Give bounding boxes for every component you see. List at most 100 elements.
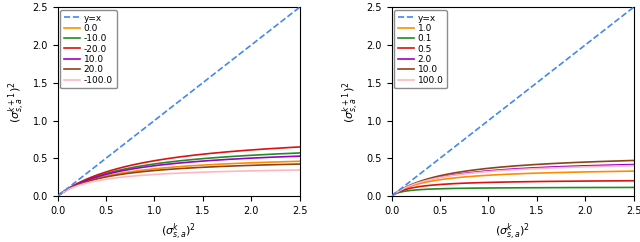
0.1 bbox=[532, 186, 540, 189]
-10.0 bbox=[169, 160, 177, 163]
-20.0 bbox=[290, 146, 298, 149]
10.0 bbox=[296, 155, 303, 158]
y=x bbox=[54, 195, 61, 197]
X-axis label: $(\sigma_{s,a}^{k})^2$: $(\sigma_{s,a}^{k})^2$ bbox=[495, 221, 530, 242]
-100.0 bbox=[252, 169, 260, 172]
-10.0 bbox=[185, 159, 193, 161]
0.5 bbox=[630, 179, 637, 182]
-20.0 bbox=[198, 153, 205, 156]
-100.0 bbox=[290, 169, 298, 172]
20.0 bbox=[54, 195, 61, 197]
0.5 bbox=[586, 180, 594, 182]
0.1 bbox=[504, 186, 512, 189]
-20.0 bbox=[185, 154, 193, 157]
-20.0 bbox=[169, 157, 177, 159]
0.1 bbox=[586, 186, 594, 189]
-10.0 bbox=[54, 195, 61, 197]
y=x bbox=[586, 40, 594, 43]
10.0 bbox=[586, 160, 594, 163]
y=x bbox=[624, 10, 632, 13]
y=x bbox=[630, 6, 637, 9]
Line: 0.0: 0.0 bbox=[58, 161, 300, 196]
0.1 bbox=[518, 186, 526, 189]
2.0 bbox=[586, 164, 594, 167]
y=x bbox=[198, 82, 205, 85]
-100.0 bbox=[169, 172, 177, 175]
Legend: y=x, 0.0, -10.0, -20.0, 10.0, 20.0, -100.0: y=x, 0.0, -10.0, -20.0, 10.0, 20.0, -100… bbox=[60, 10, 116, 88]
y=x bbox=[290, 10, 298, 13]
10.0 bbox=[170, 162, 178, 165]
Line: 1.0: 1.0 bbox=[392, 171, 634, 196]
Line: -10.0: -10.0 bbox=[58, 153, 300, 196]
1.0 bbox=[388, 195, 396, 197]
X-axis label: $(\sigma_{s,a}^{k})^2$: $(\sigma_{s,a}^{k})^2$ bbox=[161, 221, 196, 242]
10.0 bbox=[54, 195, 61, 197]
Line: -20.0: -20.0 bbox=[58, 147, 300, 196]
1.0 bbox=[630, 170, 637, 173]
20.0 bbox=[296, 163, 303, 166]
-20.0 bbox=[170, 156, 178, 159]
100.0 bbox=[532, 167, 540, 170]
-10.0 bbox=[252, 154, 260, 157]
100.0 bbox=[504, 169, 512, 172]
10.0 bbox=[518, 164, 526, 167]
10.0 bbox=[388, 195, 396, 197]
-100.0 bbox=[170, 172, 178, 175]
2.0 bbox=[504, 168, 512, 171]
20.0 bbox=[185, 166, 193, 169]
Line: 20.0: 20.0 bbox=[58, 164, 300, 196]
0.1 bbox=[624, 186, 632, 189]
0.5 bbox=[624, 179, 632, 182]
0.0 bbox=[290, 160, 298, 163]
10.0 bbox=[198, 160, 205, 163]
Line: 0.5: 0.5 bbox=[392, 181, 634, 196]
20.0 bbox=[169, 168, 177, 171]
Y-axis label: $(\sigma_{s,a}^{k+1})^2$: $(\sigma_{s,a}^{k+1})^2$ bbox=[6, 81, 27, 122]
-10.0 bbox=[198, 157, 205, 160]
Legend: y=x, 1.0, 0.1, 0.5, 2.0, 10.0, 100.0: y=x, 1.0, 0.1, 0.5, 2.0, 10.0, 100.0 bbox=[394, 10, 447, 88]
0.0 bbox=[296, 160, 303, 163]
100.0 bbox=[518, 168, 526, 171]
Line: 0.1: 0.1 bbox=[392, 188, 634, 196]
-10.0 bbox=[290, 152, 298, 155]
-10.0 bbox=[296, 151, 303, 154]
y=x bbox=[504, 104, 512, 107]
100.0 bbox=[586, 165, 594, 168]
0.0 bbox=[185, 165, 193, 167]
Line: 100.0: 100.0 bbox=[392, 166, 634, 196]
2.0 bbox=[388, 195, 396, 197]
y=x bbox=[170, 104, 178, 107]
0.0 bbox=[170, 166, 178, 168]
0.1 bbox=[630, 186, 637, 189]
Line: 10.0: 10.0 bbox=[392, 160, 634, 196]
1.0 bbox=[504, 173, 512, 176]
y=x bbox=[169, 105, 177, 108]
2.0 bbox=[502, 168, 510, 171]
1.0 bbox=[518, 172, 526, 175]
0.0 bbox=[54, 195, 61, 197]
10.0 bbox=[290, 155, 298, 158]
y=x bbox=[502, 105, 510, 108]
y=x bbox=[532, 82, 540, 85]
-100.0 bbox=[185, 171, 193, 174]
10.0 bbox=[532, 163, 540, 166]
-20.0 bbox=[252, 148, 260, 151]
0.5 bbox=[502, 181, 510, 183]
0.5 bbox=[532, 180, 540, 183]
y=x bbox=[296, 6, 303, 9]
20.0 bbox=[198, 166, 205, 169]
100.0 bbox=[502, 169, 510, 172]
2.0 bbox=[518, 167, 526, 170]
Line: 10.0: 10.0 bbox=[58, 156, 300, 196]
20.0 bbox=[252, 164, 260, 167]
10.0 bbox=[504, 165, 512, 168]
2.0 bbox=[630, 163, 637, 166]
y=x bbox=[185, 92, 193, 95]
-20.0 bbox=[296, 145, 303, 148]
0.5 bbox=[518, 180, 526, 183]
10.0 bbox=[502, 165, 510, 168]
100.0 bbox=[624, 164, 632, 167]
Line: y=x: y=x bbox=[58, 7, 300, 196]
1.0 bbox=[624, 170, 632, 173]
y=x bbox=[518, 92, 526, 95]
